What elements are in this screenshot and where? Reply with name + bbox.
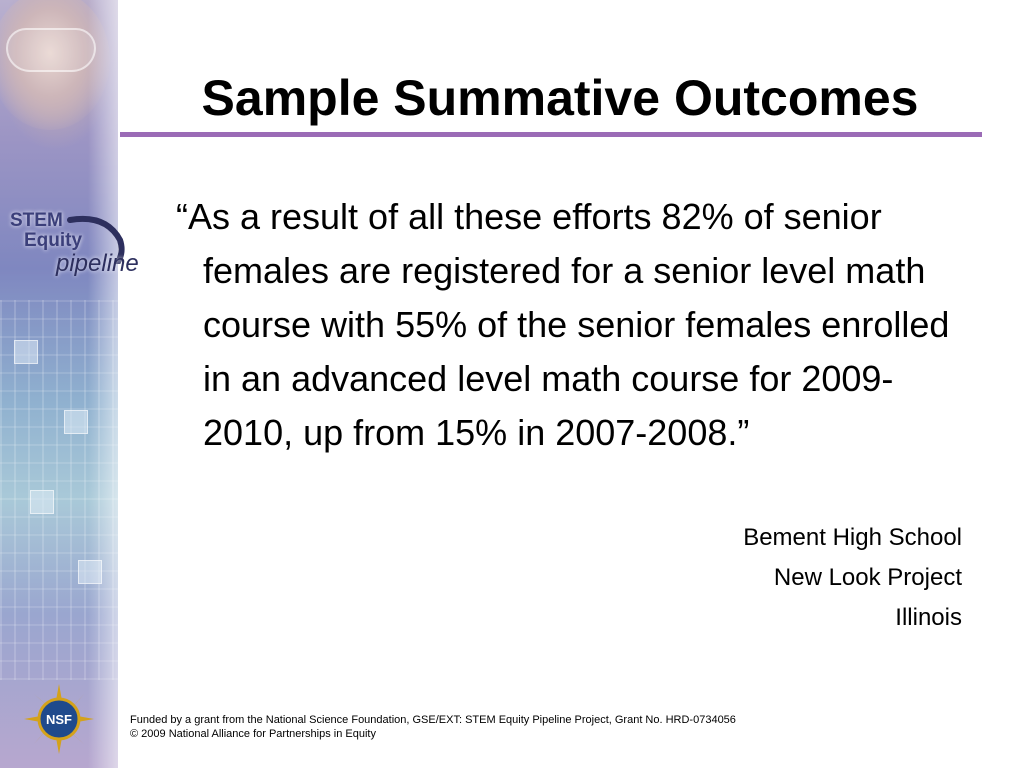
attribution-state: Illinois	[895, 604, 962, 631]
logo-text-pipeline: pipeline	[56, 250, 139, 277]
funding-footer: Funded by a grant from the National Scie…	[130, 713, 736, 741]
nsf-seal-icon: NSF	[24, 684, 94, 754]
pipeline-swoosh-icon	[67, 216, 125, 264]
quote-attribution: Bement High School New Look Project Illi…	[743, 518, 962, 638]
safety-goggles-image	[6, 28, 96, 72]
side-fade	[88, 0, 118, 768]
quote-body: “As a result of all these efforts 82% of…	[176, 190, 976, 460]
decorative-side-image	[0, 0, 118, 768]
copyright-notice: © 2009 National Alliance for Partnership…	[130, 728, 376, 740]
seal-text: NSF	[46, 712, 72, 727]
stem-equity-pipeline-logo: STEM Equity pipeline	[6, 210, 146, 290]
circuit-chip	[30, 490, 54, 514]
circuit-chip	[14, 340, 38, 364]
attribution-project: New Look Project	[773, 564, 962, 591]
attribution-school: Bement High School	[743, 524, 962, 551]
logo-text-stem: STEM	[10, 210, 63, 231]
logo-text-equity: Equity	[24, 230, 83, 251]
funding-statement: Funded by a grant from the National Scie…	[130, 714, 736, 726]
quote-text: “As a result of all these efforts 82% of…	[176, 196, 950, 453]
title-divider	[120, 132, 982, 137]
circuit-chip	[64, 410, 88, 434]
slide-title: Sample Summative Outcomes	[201, 70, 919, 126]
